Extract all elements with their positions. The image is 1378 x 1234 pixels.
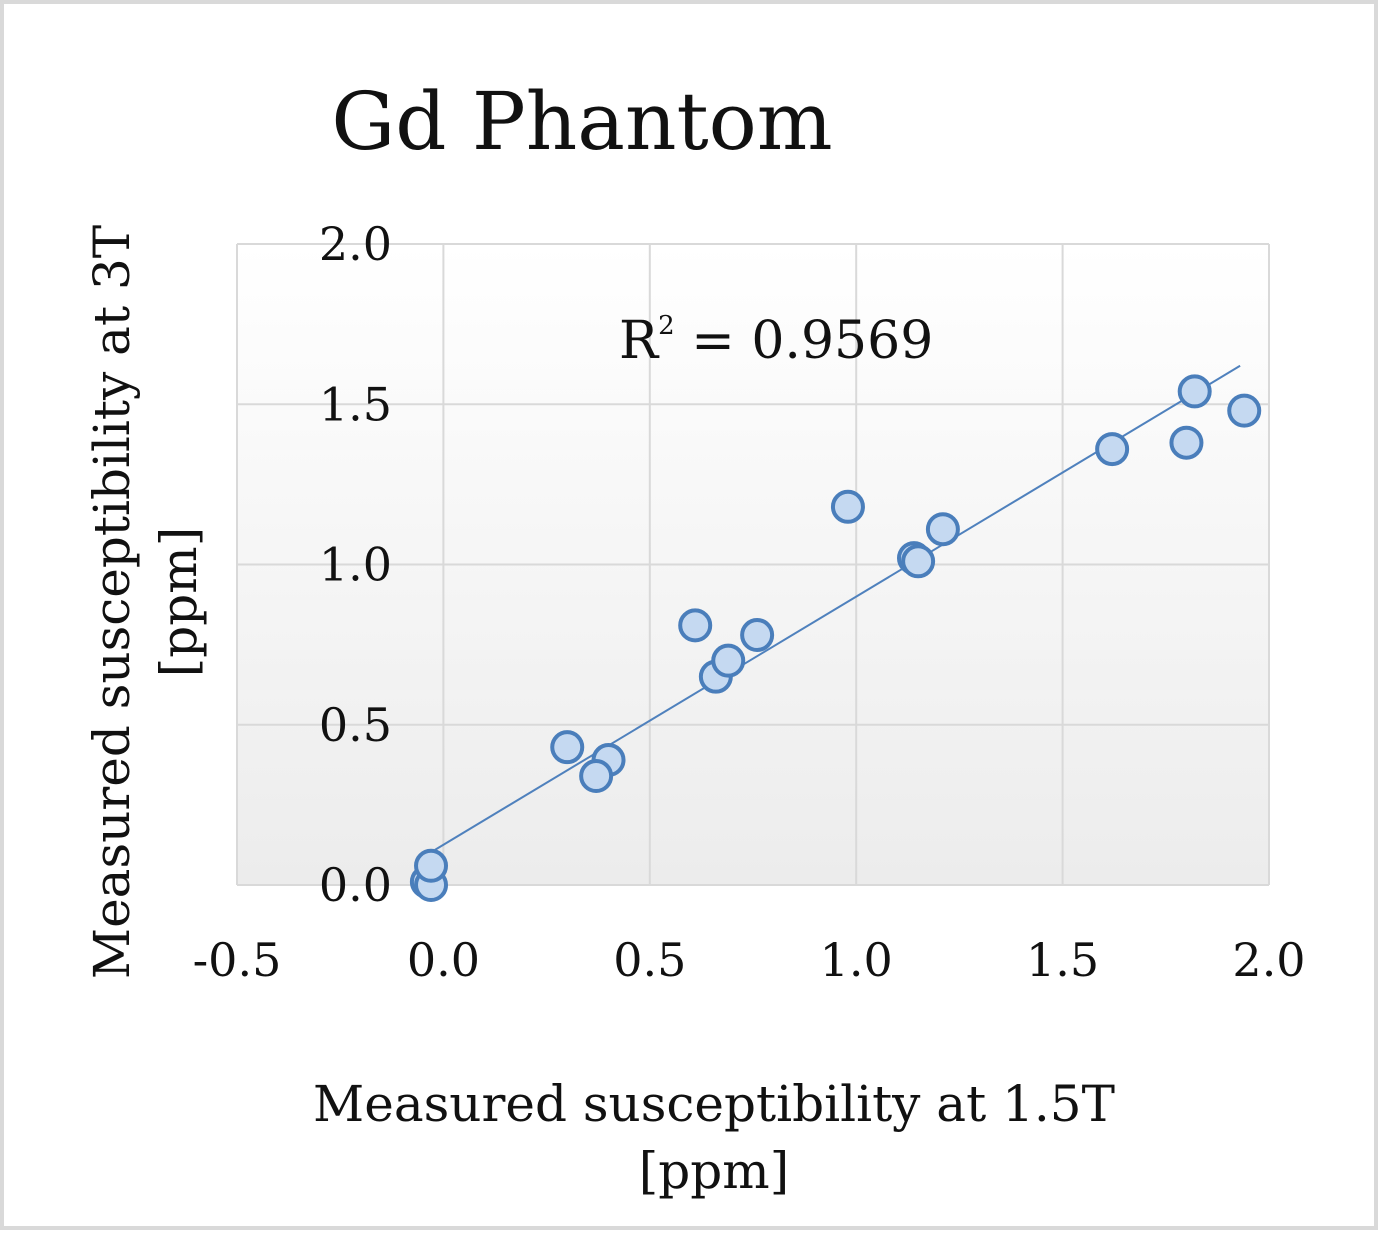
x-axis-title-line-2: [ppm]: [639, 1142, 789, 1200]
y-tick-label: 1.5: [319, 377, 392, 431]
y-tick-label: 2.0: [319, 217, 392, 271]
x-axis-title-line-1: Measured susceptibility at 1.5T: [313, 1075, 1115, 1133]
data-point: [678, 608, 713, 643]
y-axis-title-line-1: Measured susceptibility at 3T: [83, 225, 141, 979]
y-tick-label: 0.0: [319, 858, 392, 912]
x-tick-label: 2.0: [1232, 933, 1305, 987]
data-point: [711, 643, 746, 678]
y-tick-label: 0.5: [319, 698, 392, 752]
x-tick-label: 1.5: [1026, 933, 1099, 987]
data-point: [925, 512, 960, 547]
r-squared-superscript: 2: [658, 311, 675, 341]
x-tick-label: 0.0: [407, 933, 480, 987]
x-tick-label: -0.5: [193, 933, 282, 987]
scatter-chart: Gd Phantom -0.5 0.0 0.5 1.0 1.5 2.0 0.0 0.5 1.0…: [83, 75, 1306, 1200]
grid-lines: [236, 243, 1270, 886]
x-tick-labels: -0.5 0.0 0.5 1.0 1.5 2.0: [193, 933, 1306, 987]
y-tick-labels: 0.0 0.5 1.0 1.5 2.0: [319, 217, 392, 912]
x-tick-label: 0.5: [613, 933, 686, 987]
x-tick-label: 1.0: [820, 933, 893, 987]
data-points: [409, 374, 1262, 902]
r-squared-label: R2 = 0.9569: [619, 311, 933, 371]
r-squared-value: = 0.9569: [675, 311, 934, 371]
data-point: [414, 848, 449, 883]
data-point: [1227, 393, 1262, 428]
data-point: [901, 544, 936, 579]
y-tick-label: 1.0: [319, 538, 392, 592]
data-point: [1177, 374, 1212, 409]
data-point: [550, 730, 585, 765]
r-squared-base: R: [619, 311, 660, 371]
data-point: [579, 759, 614, 794]
data-point: [740, 618, 775, 653]
chart-title: Gd Phantom: [331, 75, 832, 168]
y-axis-title-line-2: [ppm]: [150, 527, 208, 677]
data-point: [830, 489, 865, 524]
data-point: [1095, 432, 1130, 467]
data-point: [1169, 425, 1204, 460]
